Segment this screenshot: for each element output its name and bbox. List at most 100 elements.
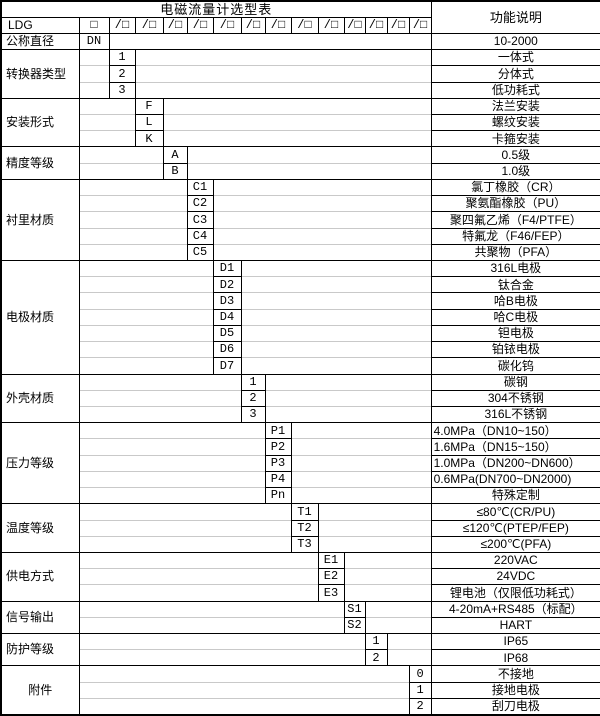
code-cell: E1 (317, 551, 345, 570)
code-cell: P3 (264, 454, 292, 472)
empty-cell (79, 681, 409, 699)
desc-cell: 刮刀电极 (430, 697, 600, 716)
empty-cell (79, 292, 213, 310)
category-label: 信号输出 (0, 600, 80, 635)
model-code-slot: /□ (264, 16, 292, 34)
empty-cell (241, 308, 432, 326)
model-code-slot: /□ (343, 16, 366, 34)
table-row: 电极材质 D1 316L电极 (0, 259, 600, 375)
desc-cell: 316L电极 (430, 259, 600, 278)
desc-cell: 不接地 (430, 665, 600, 683)
empty-cell (79, 81, 109, 99)
table-row: 附件 0 不接地 (0, 665, 600, 716)
page-title: 电磁流量计选型表 (0, 0, 432, 18)
table-row: C3 聚四氟乙烯（F4/PTFE） (1, 211, 600, 229)
code-cell: P2 (264, 438, 292, 456)
empty-cell (241, 357, 432, 375)
empty-cell (344, 584, 432, 602)
table-row: C2 聚氨酯橡胶（PU） (1, 195, 600, 213)
empty-cell (213, 243, 432, 261)
category-label: 供电方式 (0, 551, 80, 602)
code-cell: D2 (212, 276, 242, 294)
empty-cell (79, 97, 135, 115)
code-cell: 0 (408, 665, 432, 683)
table-row: 公称直径 DN 10-2000 (0, 32, 600, 51)
empty-cell (79, 535, 291, 553)
empty-cell (291, 470, 432, 488)
code-cell: C2 (186, 195, 214, 213)
empty-cell (135, 81, 432, 99)
table-row: C4 特氟龙（F46/FEP） (1, 227, 600, 245)
model-code-slot: /□ (290, 16, 319, 34)
code-cell: C1 (186, 178, 214, 197)
table-row: 2 IP68 (1, 649, 600, 667)
desc-cell: 0.5级 (430, 146, 600, 164)
category-label: 附件 (0, 665, 80, 716)
model-code-slot: /□ (408, 16, 432, 34)
code-cell: 2 (364, 649, 388, 667)
empty-cell (265, 389, 432, 407)
empty-cell (318, 519, 432, 537)
table-row: 3 低功耗式 (1, 81, 600, 99)
table-row: 2 刮刀电极 (1, 697, 600, 716)
model-box-slot: □ (78, 16, 110, 34)
table-row: D4 哈C电极 (1, 308, 600, 326)
empty-cell (291, 454, 432, 472)
empty-cell (344, 551, 432, 569)
code-cell: C5 (186, 243, 214, 262)
code-cell: Pn (264, 487, 292, 505)
empty-cell (79, 649, 365, 666)
table-row: 安装形式 F 法兰安装 (0, 97, 600, 148)
desc-cell: 共聚物（PFA） (430, 243, 600, 262)
desc-cell: 1.0MPa（DN200~DN600） (430, 454, 600, 472)
empty-cell (79, 211, 187, 229)
category-label: 公称直径 (0, 32, 80, 51)
category-label: 精度等级 (0, 146, 80, 180)
table-row: E2 24VDC (1, 568, 600, 586)
model-code-slot: /□ (240, 16, 266, 34)
table-row: 外壳材质 1 碳钢 (0, 373, 600, 424)
code-cell: 2 (240, 389, 266, 407)
table-row: P3 1.0MPa（DN200~DN600） (1, 454, 600, 472)
desc-cell: 碳化钨 (430, 357, 600, 375)
code-cell: 1 (108, 49, 136, 67)
desc-cell: 分体式 (430, 65, 600, 83)
empty-cell (79, 389, 241, 407)
empty-cell (344, 568, 432, 585)
code-cell: D3 (212, 292, 242, 310)
desc-cell: 卡箍安装 (430, 130, 600, 148)
desc-cell: 10-2000 (430, 32, 600, 51)
empty-cell (187, 162, 432, 180)
empty-cell (79, 503, 291, 520)
empty-cell (79, 65, 109, 83)
empty-cell (213, 195, 432, 212)
desc-cell: 接地电极 (430, 681, 600, 699)
empty-cell (79, 584, 318, 602)
code-cell: D5 (212, 324, 242, 343)
empty-cell (79, 357, 213, 375)
table-row: C5 共聚物（PFA） (1, 243, 600, 262)
code-cell: DN (78, 32, 110, 51)
empty-cell (241, 292, 432, 310)
desc-cell: 一体式 (430, 49, 600, 67)
empty-cell (135, 65, 432, 83)
empty-cell (79, 454, 265, 472)
category-label: 安装形式 (0, 97, 80, 148)
desc-cell: 4-20mA+RS485（标配） (430, 600, 600, 618)
table-row: 2 分体式 (1, 65, 600, 83)
empty-cell (79, 568, 318, 585)
desc-cell: IP65 (430, 633, 600, 651)
table-row: 2 304不锈钢 (1, 389, 600, 407)
desc-cell: 0.6MPa(DN700~DN2000) (430, 470, 600, 489)
empty-cell (79, 405, 241, 423)
category-label: 转换器类型 (0, 49, 80, 99)
table-row: P4 0.6MPa(DN700~DN2000) (1, 470, 600, 489)
code-cell: C4 (186, 227, 214, 245)
table-row: L 螺纹安装 (1, 114, 600, 132)
category-label: 电极材质 (0, 260, 80, 375)
empty-cell (79, 616, 344, 634)
desc-cell: 哈C电极 (430, 308, 600, 326)
desc-cell: 螺纹安装 (430, 114, 600, 132)
